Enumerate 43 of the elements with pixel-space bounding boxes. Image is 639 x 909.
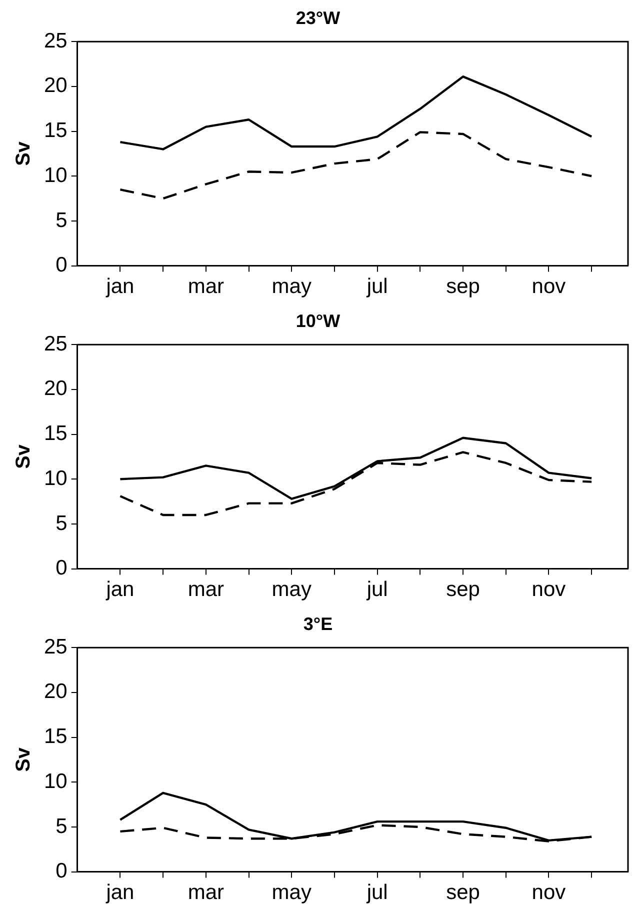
x-tick-label: may xyxy=(272,881,312,904)
y-tick-label: 10 xyxy=(44,466,68,490)
y-tick-label: 5 xyxy=(56,208,68,232)
x-tick-label: sep xyxy=(446,881,480,904)
y-axis-title: Sv xyxy=(12,444,35,469)
chart-title: 23°W xyxy=(296,8,340,28)
x-tick-label: jul xyxy=(366,881,388,904)
y-tick-label: 15 xyxy=(44,119,68,142)
y-tick-label: 20 xyxy=(44,377,68,400)
y-tick-label: 0 xyxy=(56,556,68,580)
line-series xyxy=(119,131,593,200)
chart-title: 3°E xyxy=(303,614,333,634)
y-tick-label: 25 xyxy=(44,635,68,658)
x-tick-label: jan xyxy=(105,881,134,904)
x-tick-label: mar xyxy=(188,275,224,298)
y-tick-label: 25 xyxy=(44,29,68,52)
x-tick-label: jul xyxy=(366,578,388,602)
y-tick-label: 20 xyxy=(44,680,68,704)
y-tick-label: 5 xyxy=(56,814,68,838)
y-axis-title: Sv xyxy=(12,140,35,166)
x-tick-label: nov xyxy=(532,275,566,298)
y-tick-label: 10 xyxy=(44,164,68,187)
x-tick-label: mar xyxy=(188,881,224,904)
chart-title: 10°W xyxy=(296,310,340,331)
x-tick-label: mar xyxy=(188,578,224,602)
y-tick-label: 15 xyxy=(44,725,68,748)
y-tick-label: 10 xyxy=(44,770,68,793)
x-tick-label: may xyxy=(272,275,312,298)
y-tick-label: 15 xyxy=(44,422,68,446)
x-tick-label: nov xyxy=(532,578,566,602)
x-tick-label: sep xyxy=(446,275,480,298)
y-tick-label: 5 xyxy=(56,512,68,535)
x-tick-label: nov xyxy=(532,881,566,904)
y-tick-label: 0 xyxy=(56,860,68,883)
y-axis-title: Sv xyxy=(12,746,35,772)
x-tick-label: jan xyxy=(105,275,134,298)
y-tick-label: 0 xyxy=(56,254,68,277)
x-tick-label: jul xyxy=(366,275,388,298)
x-tick-label: sep xyxy=(446,578,480,602)
y-tick-label: 20 xyxy=(44,74,68,98)
x-tick-label: jan xyxy=(105,578,134,602)
x-tick-label: may xyxy=(272,578,312,602)
y-tick-label: 25 xyxy=(44,332,68,356)
